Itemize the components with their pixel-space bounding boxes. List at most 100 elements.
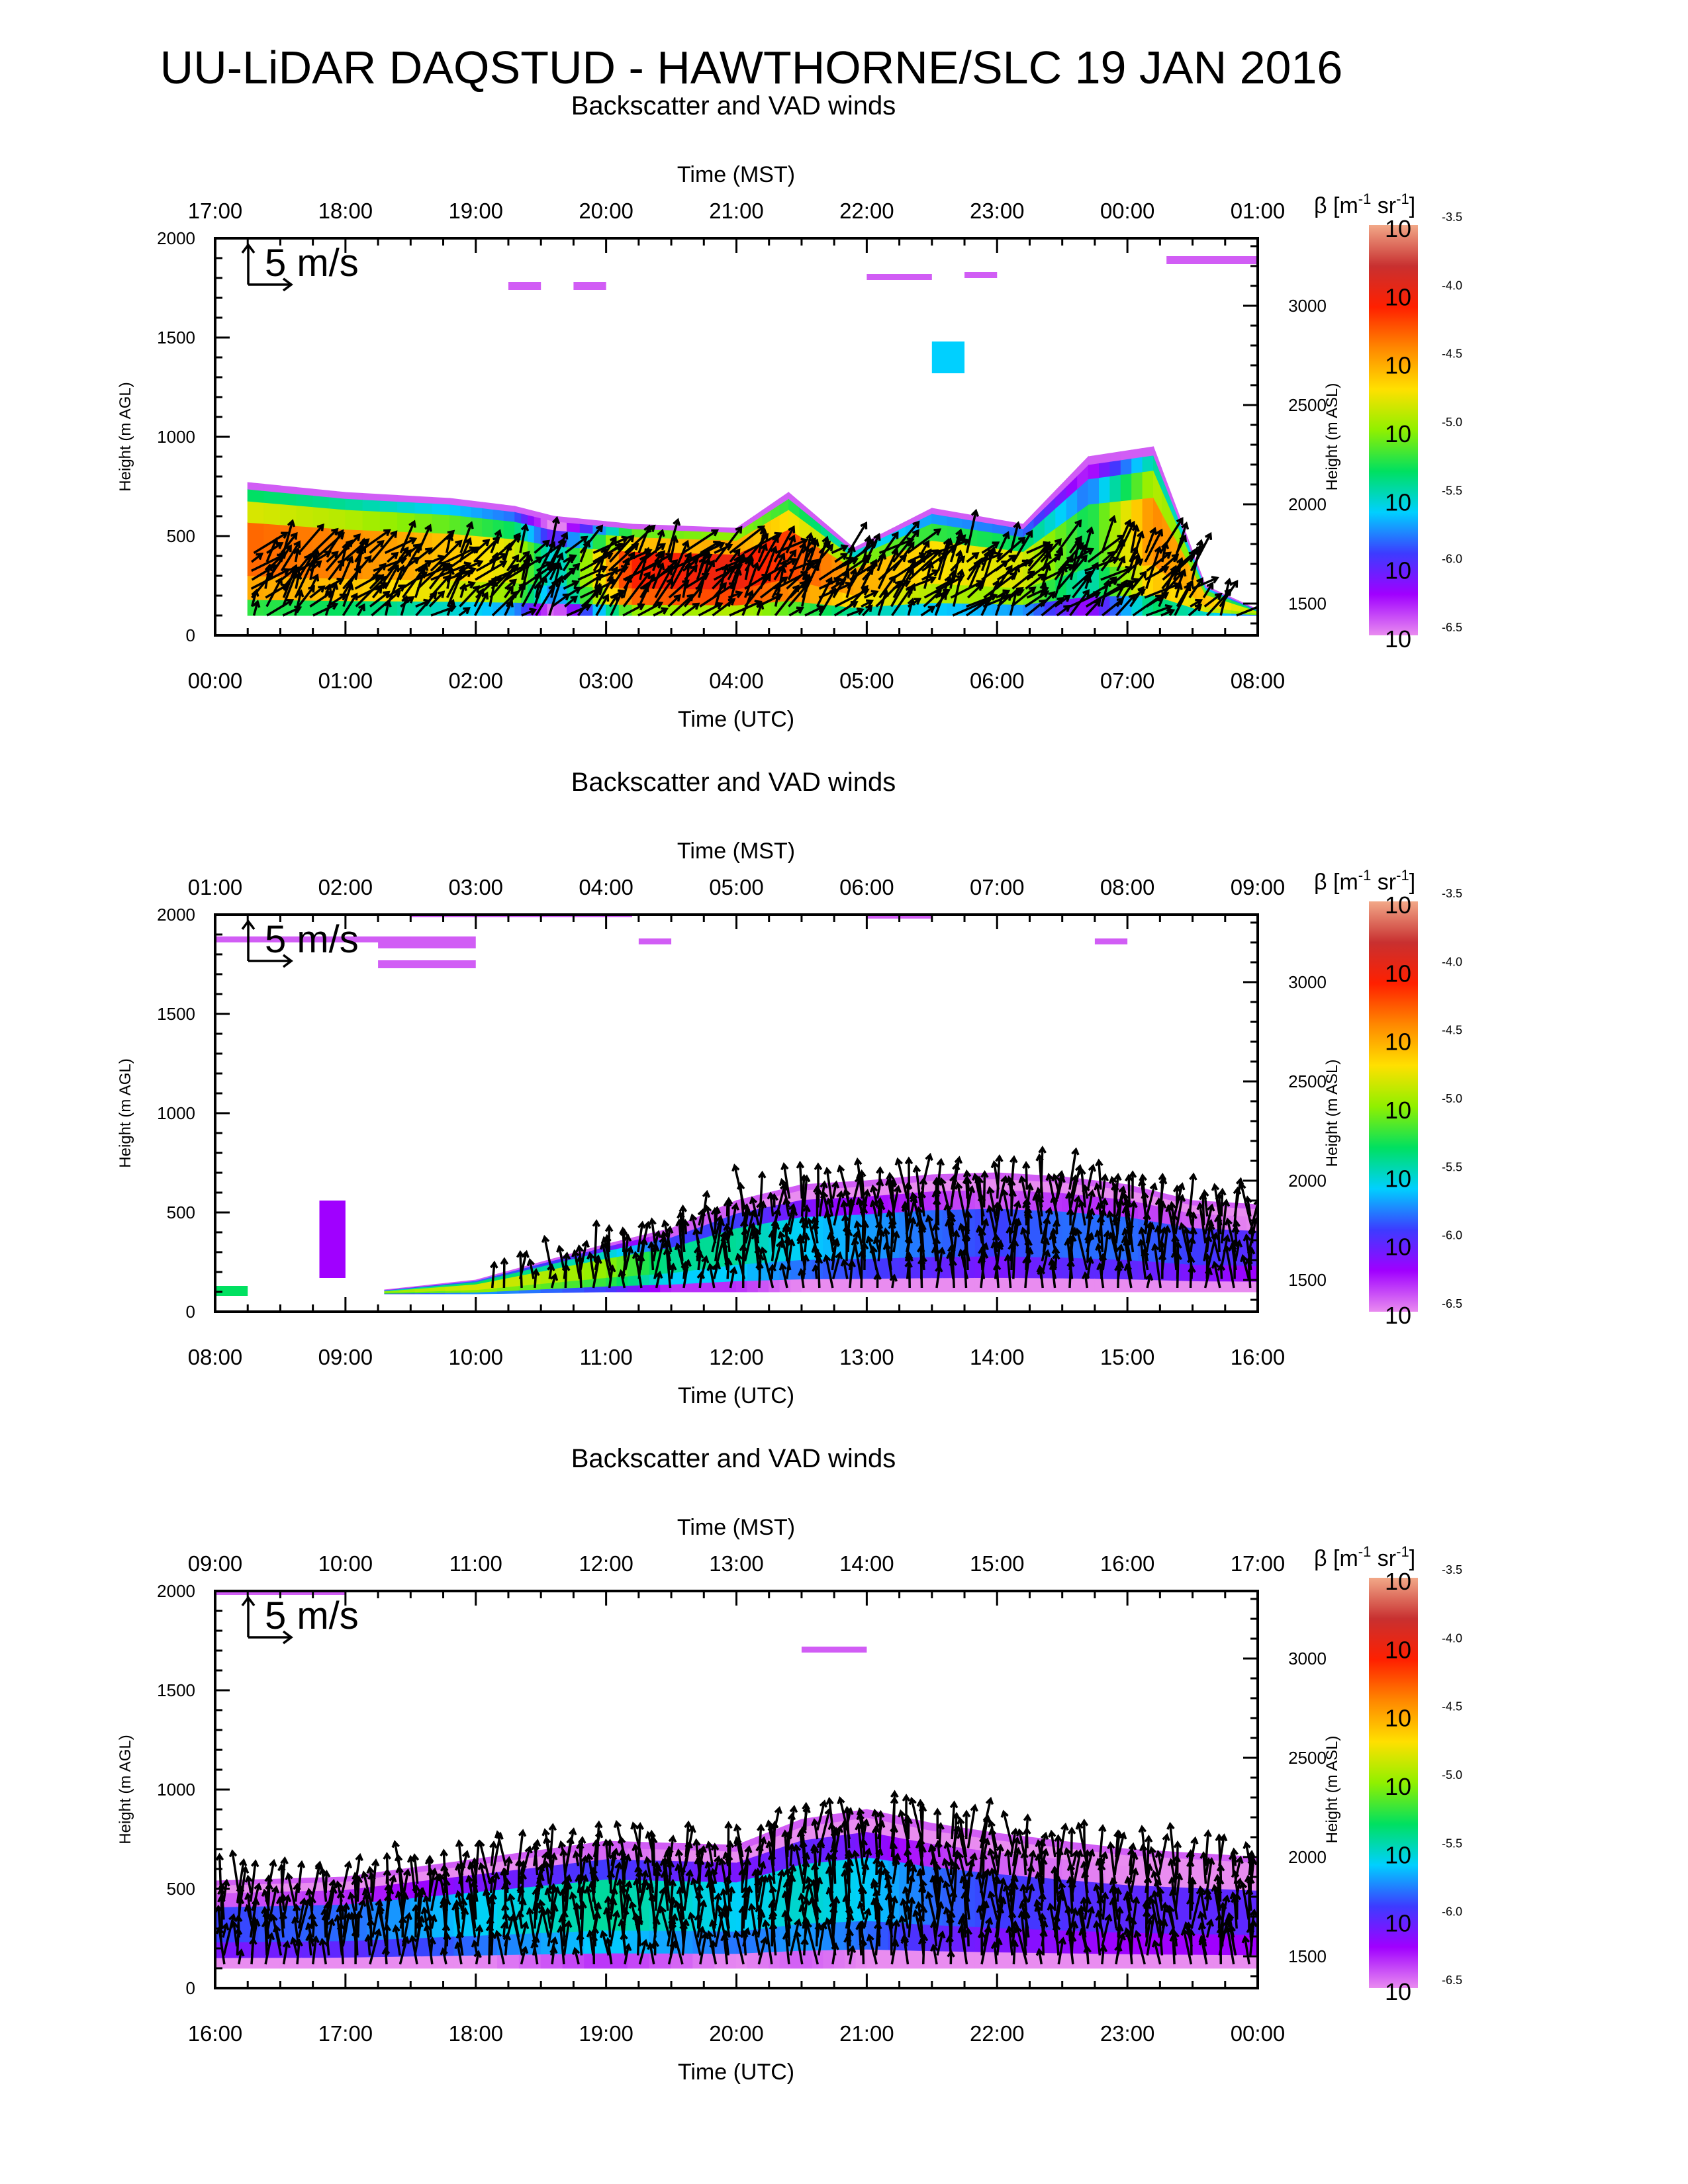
wind-arrow-head [974, 1175, 983, 1184]
wind-arrow [431, 555, 444, 563]
wind-arrow [698, 554, 712, 563]
wind-arrow-head [612, 1909, 621, 1918]
backscatter-cell [1192, 1264, 1204, 1282]
colorbar-tick-base: 10 [1385, 215, 1411, 242]
y2-tick-label: 2000 [1288, 1171, 1327, 1191]
backscatter-cell [1094, 1278, 1106, 1293]
colorbar-tick-exp: -6.0 [1442, 553, 1462, 566]
wind-arrow [415, 600, 430, 608]
wind-arrow [1116, 580, 1128, 598]
y-axis-label: Height (m AGL) [117, 382, 134, 491]
wind-arrow [689, 1913, 702, 1956]
wind-arrow-head [472, 585, 480, 593]
wind-arrow [293, 1917, 300, 1947]
wind-arrow [771, 1902, 774, 1920]
wind-arrow [1156, 1226, 1162, 1253]
y2-tick-label: 3000 [1288, 972, 1327, 992]
wind-arrow [1008, 1927, 1013, 1956]
wind-arrow-head [491, 552, 500, 561]
wind-arrow [745, 533, 769, 563]
wind-arrow [876, 1821, 884, 1840]
wind-arrow-head [984, 1917, 994, 1925]
wind-arrow-head [624, 1880, 633, 1889]
wind-arrow [877, 549, 898, 590]
colorbar-gradient [1369, 901, 1418, 1312]
wind-arrow [1234, 1227, 1238, 1244]
wind-arrow [416, 525, 432, 554]
wind-arrow [491, 1262, 496, 1289]
wind-arrow [615, 1821, 626, 1858]
wind-arrow-head [569, 554, 577, 562]
wind-arrow [592, 1903, 600, 1929]
wind-arrow [307, 1889, 314, 1920]
wind-arrow-head [1240, 1253, 1248, 1263]
wind-arrow-head [425, 1854, 434, 1863]
wind-arrow [1190, 533, 1212, 572]
backscatter-cell [362, 600, 381, 616]
wind-arrow-head [1176, 517, 1184, 525]
wind-arrow [936, 1932, 944, 1956]
wind-arrow [863, 590, 878, 599]
backscatter-patch [867, 274, 932, 280]
wind-arrow [965, 1178, 968, 1199]
wind-arrow [548, 576, 563, 616]
wind-arrow [713, 1856, 720, 1876]
wind-arrow [767, 1821, 774, 1848]
wind-arrow-head [679, 1204, 688, 1212]
wind-arrow [862, 568, 874, 581]
wind-arrow [384, 1948, 388, 1965]
wind-arrow [951, 535, 963, 554]
backscatter-cell [521, 507, 528, 516]
wind-arrow [1011, 570, 1035, 590]
backscatter-cell [1235, 1281, 1248, 1293]
wind-arrow [935, 1179, 938, 1199]
wind-arrow-head [569, 1891, 577, 1900]
wind-arrow [291, 1938, 299, 1956]
wind-arrow [1040, 1208, 1052, 1244]
y-tick-label: 1500 [157, 328, 195, 347]
wind-arrow [1145, 566, 1168, 581]
wind-arrow [729, 554, 745, 590]
wind-arrow-head [1036, 1264, 1045, 1273]
backscatter-cell [627, 1275, 639, 1286]
backscatter-cell [410, 1955, 433, 1969]
wind-arrow-head [900, 1897, 908, 1906]
wind-arrow-head [570, 595, 579, 604]
wind-arrow [323, 1909, 327, 1938]
wind-arrow [253, 531, 288, 554]
wind-arrow [682, 1263, 687, 1279]
wind-arrow [849, 1261, 854, 1289]
wind-arrow [267, 1887, 278, 1929]
wind-arrow-head [295, 1938, 303, 1947]
backscatter-cell [1120, 457, 1133, 475]
wind-arrow [886, 1874, 892, 1893]
wind-arrow-head [383, 1868, 392, 1876]
wind-arrow-head [782, 1224, 790, 1233]
wind-arrow [1123, 1229, 1132, 1261]
wind-arrow-head [230, 1920, 239, 1929]
wind-arrow [857, 1199, 867, 1226]
wind-arrow-head [1070, 1174, 1079, 1183]
wind-arrow [751, 1198, 760, 1226]
wind-arrow [675, 1901, 684, 1929]
wind-arrow-head [1215, 592, 1223, 601]
wind-arrow [989, 1849, 1000, 1884]
colorbar-label: β [m-1 sr-1] [1314, 867, 1415, 895]
wind-arrow-head [996, 1239, 1004, 1248]
wind-arrow [336, 1915, 344, 1956]
wind-arrow [297, 586, 315, 608]
wind-arrow-head [585, 1852, 594, 1861]
wind-arrow [1096, 1184, 1103, 1208]
wind-arrow [786, 550, 796, 563]
wind-arrow [794, 1845, 805, 1884]
wind-arrow-head [282, 1940, 291, 1948]
wind-arrow [624, 1247, 632, 1271]
backscatter-cell [540, 512, 548, 520]
backscatter-cell [345, 509, 363, 531]
wind-arrow [362, 1872, 374, 1911]
wind-arrow-head [668, 1921, 677, 1929]
wind-arrow-head [299, 1897, 308, 1906]
wind-arrow [549, 1825, 554, 1858]
wind-arrow-head [1204, 1234, 1213, 1243]
wind-arrow-head [761, 1919, 771, 1928]
